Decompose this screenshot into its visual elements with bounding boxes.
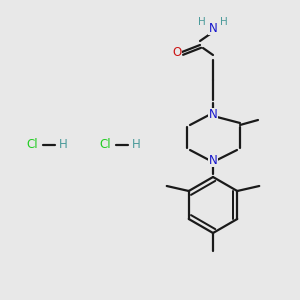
Text: H: H: [132, 139, 140, 152]
Text: O: O: [172, 46, 182, 59]
Text: H: H: [198, 17, 206, 27]
Text: N: N: [208, 154, 217, 166]
Text: N: N: [208, 22, 217, 34]
Text: H: H: [58, 139, 68, 152]
Text: N: N: [208, 109, 217, 122]
Text: Cl: Cl: [99, 139, 111, 152]
Text: Cl: Cl: [26, 139, 38, 152]
Text: H: H: [220, 17, 228, 27]
